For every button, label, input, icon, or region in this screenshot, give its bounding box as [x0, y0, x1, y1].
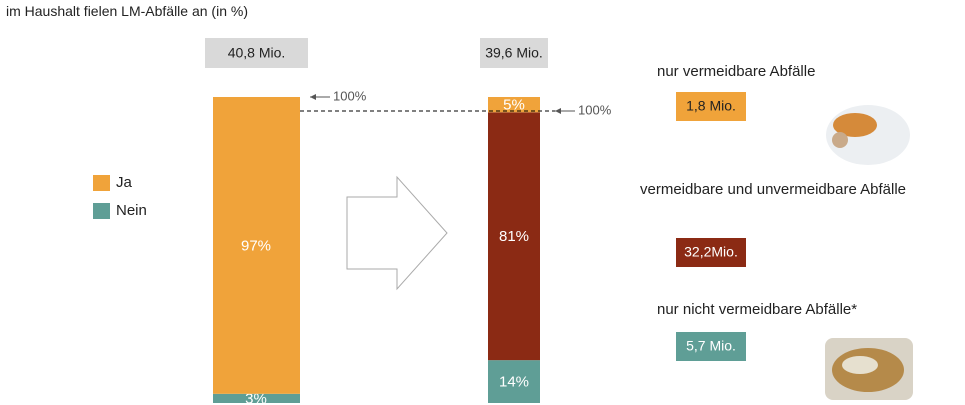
total-label: 39,6 Mio. — [485, 45, 543, 61]
arrow — [346, 175, 448, 291]
amount-box — [676, 238, 746, 267]
annotation-arrow-head — [555, 108, 561, 114]
bar-segment — [488, 112, 540, 361]
value-label: 5% — [503, 97, 525, 114]
total-box — [480, 38, 548, 68]
bar-segment — [488, 97, 540, 113]
photo-bottom — [825, 338, 913, 400]
annotation-arrow-head — [310, 94, 316, 100]
total-label: 40,8 Mio. — [228, 45, 286, 61]
amount-label: 5,7 Mio. — [686, 338, 736, 354]
legend-label: Nein — [116, 202, 147, 219]
value-label: 81% — [499, 228, 529, 245]
legend-label: nur nicht vermeidbare Abfälle* — [657, 301, 857, 318]
legend-label: vermeidbare und unvermeidbare Abfälle — [640, 181, 906, 198]
legend-swatch — [93, 203, 110, 219]
value-label: 97% — [241, 237, 271, 254]
photo-top — [826, 105, 910, 165]
value-label: 3% — [245, 390, 267, 405]
amount-label: 1,8 Mio. — [686, 98, 736, 114]
legend-label: nur vermeidbare Abfälle — [657, 63, 815, 80]
amount-box — [676, 332, 746, 361]
legend-label: Ja — [116, 174, 133, 191]
bar-segment — [488, 360, 540, 403]
annotation: 100% — [333, 88, 367, 103]
total-box — [205, 38, 308, 68]
bar-segment — [213, 393, 300, 403]
bar-segment — [213, 97, 300, 394]
value-label: 14% — [499, 374, 529, 391]
amount-label: 32,2Mio. — [684, 244, 738, 260]
chart-title: im Haushalt fielen LM-Abfälle an (in %) — [6, 3, 248, 19]
legend-swatch — [93, 175, 110, 191]
amount-box — [676, 92, 746, 121]
annotation: 100% — [578, 102, 612, 117]
